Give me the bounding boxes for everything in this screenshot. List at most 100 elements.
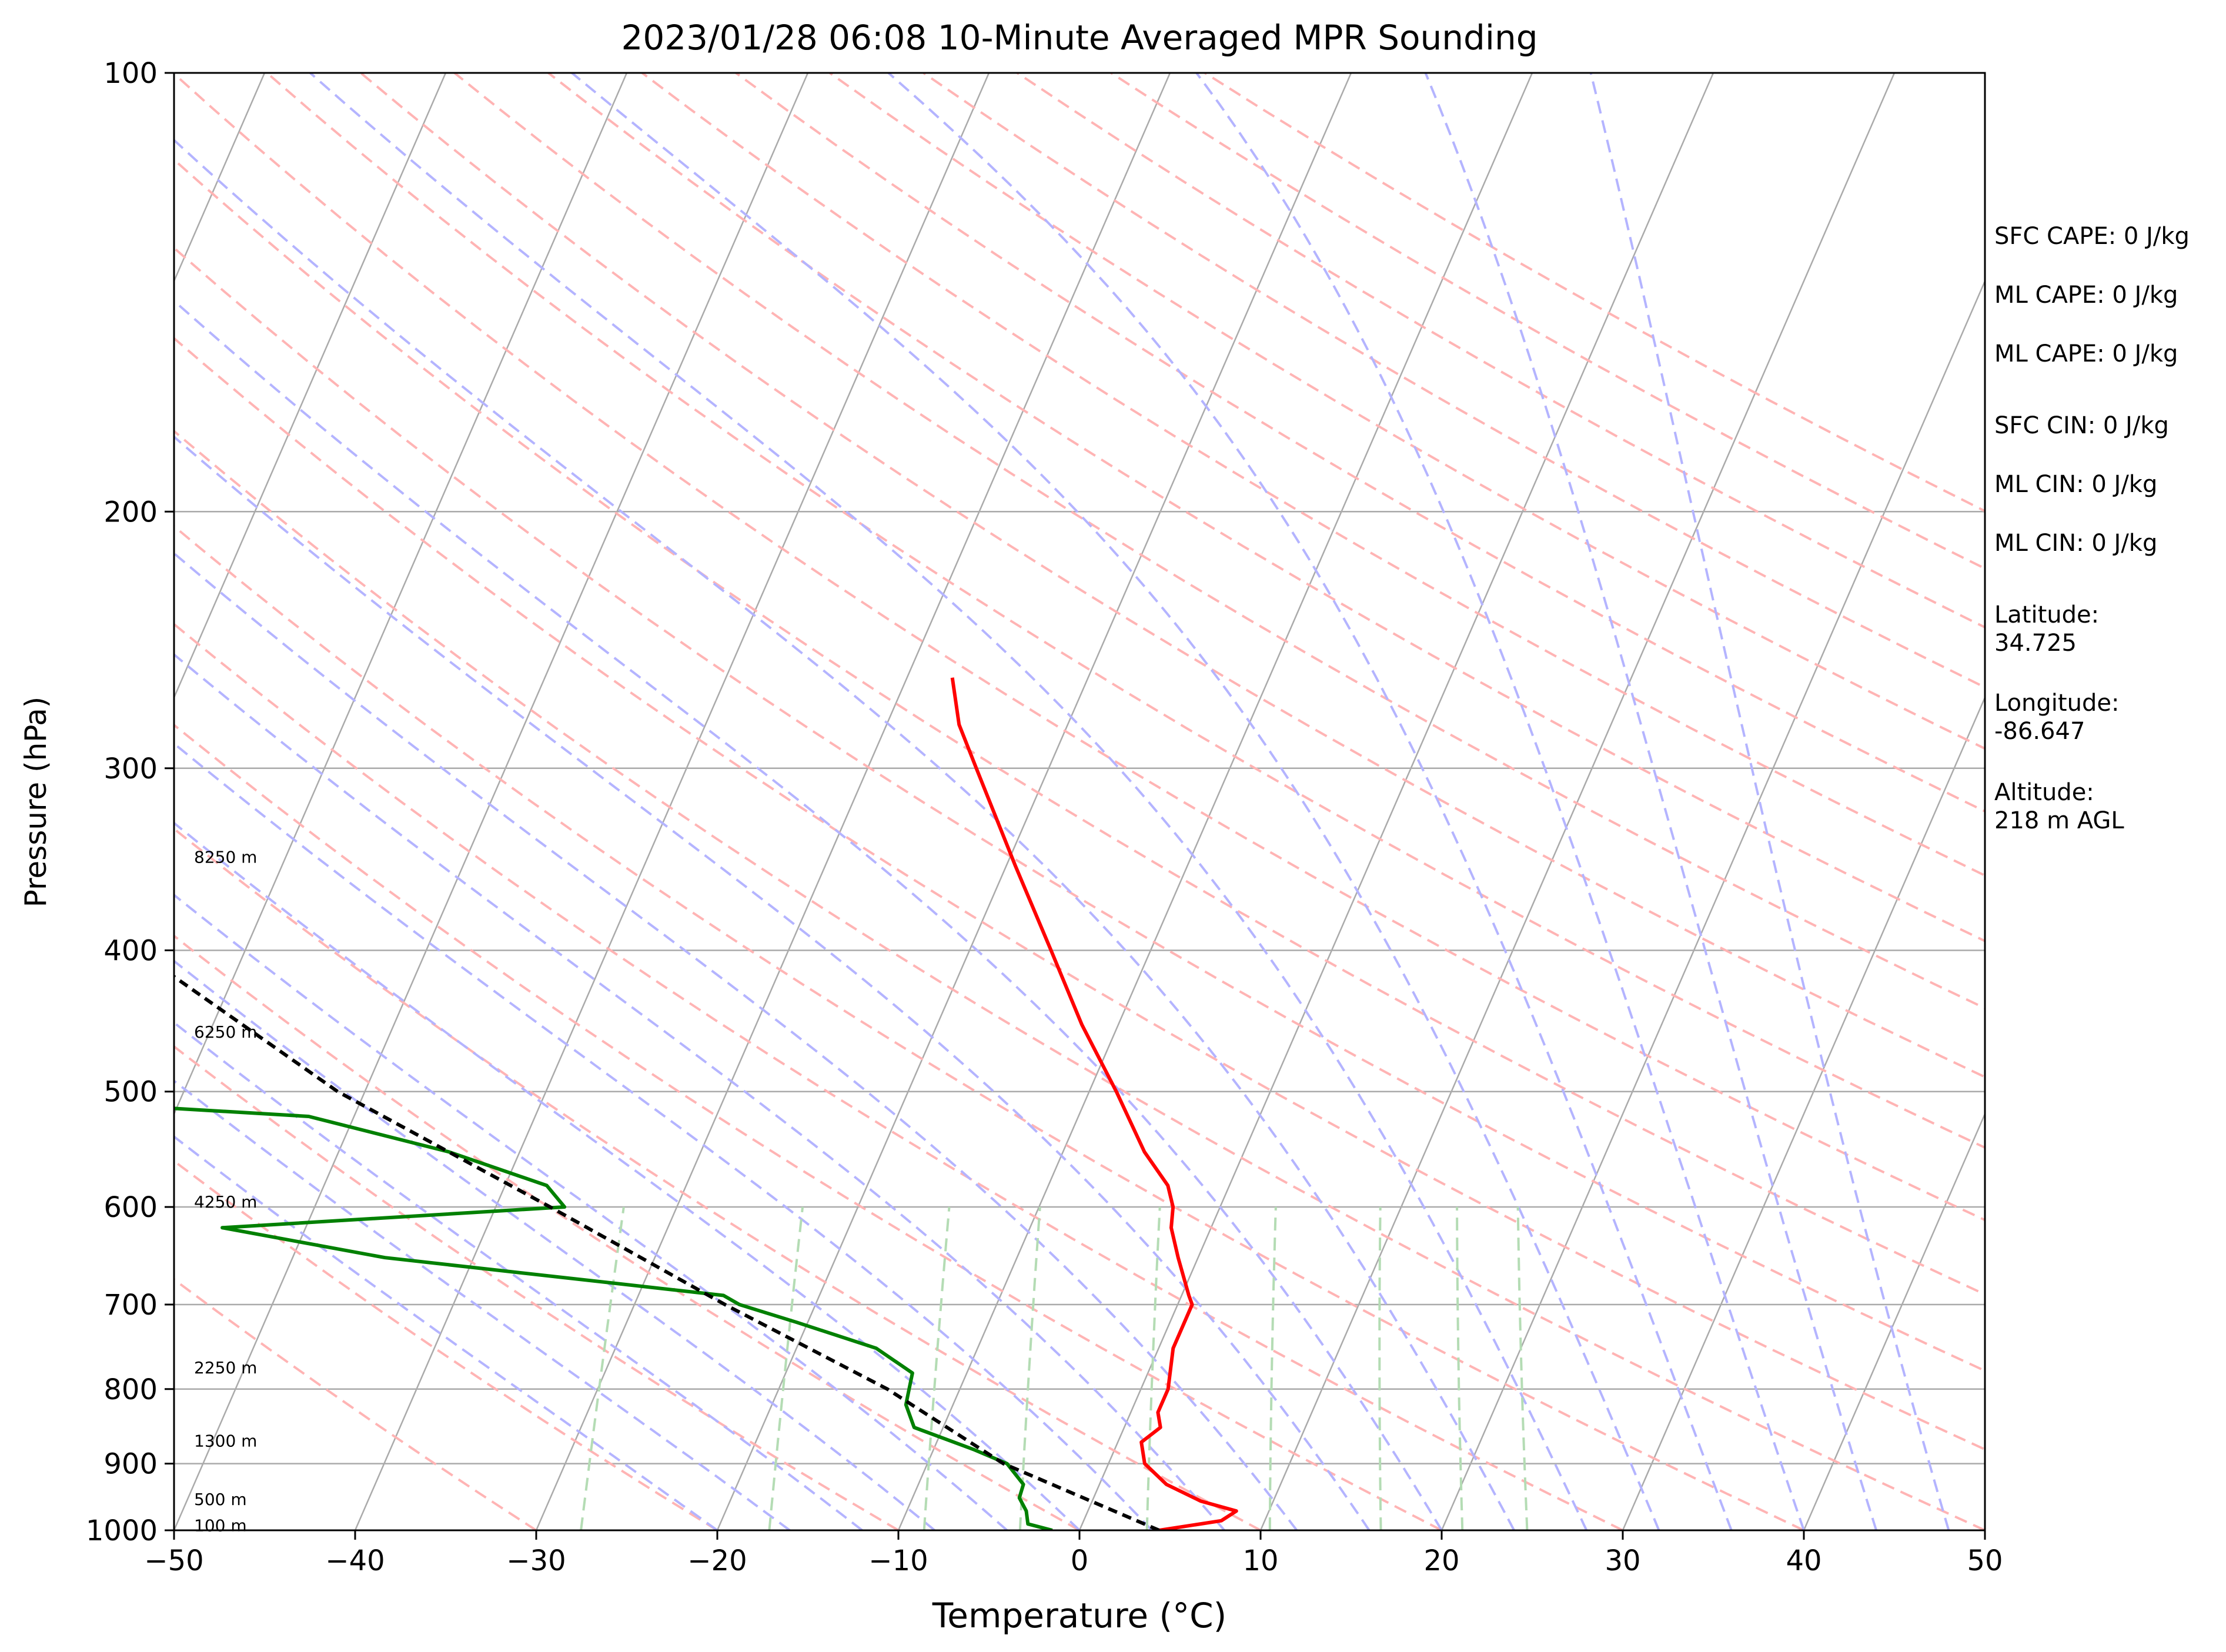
dry-adiabat-line bbox=[174, 246, 1985, 1372]
dry-adiabat-line bbox=[174, 158, 1985, 1296]
y-tick-label: 200 bbox=[103, 496, 158, 529]
moist-adiabat-line bbox=[174, 1021, 863, 1530]
y-tick-label: 900 bbox=[103, 1448, 158, 1481]
moist-adiabat-line bbox=[571, 73, 1660, 1530]
isotherm-line bbox=[1622, 695, 1985, 1530]
x-tick-label: 10 bbox=[1242, 1544, 1278, 1577]
moist-adiabat-line bbox=[174, 653, 1225, 1530]
isotherm-line bbox=[1440, 279, 1985, 1530]
isotherm-line bbox=[174, 73, 628, 1116]
moist-adiabat-line bbox=[174, 1135, 718, 1530]
moist-adiabat-line bbox=[174, 893, 1008, 1530]
isotherm-line bbox=[535, 73, 1171, 1530]
dry-adiabat-line bbox=[174, 723, 1442, 1530]
ml-cin-label-2: ML CIN: 0 J/kg bbox=[1994, 530, 2158, 557]
altitude-value: 218 m AGL bbox=[1994, 807, 2124, 834]
height-label: 500 m bbox=[194, 1490, 247, 1509]
mixing-ratio-line bbox=[923, 1206, 951, 1530]
dry-adiabat-line bbox=[360, 73, 1985, 1079]
dry-adiabat-line bbox=[641, 73, 1985, 877]
mixing-ratio-line bbox=[1516, 1206, 1529, 1530]
moist-adiabat-line bbox=[174, 1079, 791, 1530]
isotherm-line bbox=[1803, 1112, 1985, 1530]
x-tick-label: 0 bbox=[1071, 1544, 1089, 1577]
dry-adiabat-line bbox=[174, 429, 1985, 1530]
isotherm-line bbox=[716, 73, 1352, 1530]
y-tick-label: 400 bbox=[103, 935, 158, 968]
dry-adiabat-line bbox=[174, 623, 1623, 1530]
dry-adiabat-line bbox=[1017, 73, 1985, 629]
sfc-cape-label: SFC CAPE: 0 J/kg bbox=[1994, 223, 2190, 250]
moist-adiabat-line bbox=[174, 959, 935, 1530]
y-tick-label: 500 bbox=[103, 1076, 158, 1109]
isotherm-line bbox=[1078, 73, 1714, 1530]
y-tick-label: 300 bbox=[103, 753, 158, 785]
y-tick-label: 600 bbox=[103, 1191, 158, 1224]
x-tick-label: 40 bbox=[1786, 1544, 1821, 1577]
isotherm-line bbox=[174, 73, 809, 1530]
temperature-profile-line bbox=[950, 677, 1238, 1530]
y-tick-label: 1000 bbox=[86, 1514, 158, 1547]
mixing-ratio-line bbox=[1378, 1206, 1382, 1530]
moist-adiabat-line bbox=[1424, 73, 1878, 1530]
x-tick-label: −20 bbox=[687, 1544, 747, 1577]
ml-cin-label: ML CIN: 0 J/kg bbox=[1994, 471, 2158, 498]
moist-adiabat-line bbox=[174, 138, 1515, 1530]
moist-adiabat-line bbox=[1589, 73, 1950, 1530]
latitude-label: Latitude: bbox=[1994, 601, 2100, 628]
height-label: 1300 m bbox=[194, 1432, 257, 1451]
x-tick-label: 20 bbox=[1423, 1544, 1459, 1577]
height-label: 100 m bbox=[194, 1516, 247, 1535]
dry-adiabat-line bbox=[453, 73, 1985, 1010]
dry-adiabat-line bbox=[174, 73, 1985, 1222]
altitude-label: Altitude: bbox=[1994, 779, 2094, 806]
dry-adiabat-line bbox=[174, 336, 1985, 1451]
moist-adiabat-line bbox=[1195, 73, 1805, 1530]
moist-adiabat-line bbox=[174, 551, 1298, 1530]
sfc-cin-label: SFC CIN: 0 J/kg bbox=[1994, 412, 2169, 439]
moist-adiabat-line bbox=[887, 73, 1733, 1530]
mixing-ratio-line bbox=[768, 1206, 804, 1530]
dewpoint-profile-line bbox=[174, 1106, 1053, 1530]
moist-adiabat-line bbox=[174, 821, 1081, 1530]
dry-adiabat-line bbox=[174, 1278, 537, 1530]
mixing-ratio-line bbox=[580, 1206, 625, 1530]
isotherm-line bbox=[897, 73, 1533, 1530]
height-label: 6250 m bbox=[194, 1022, 257, 1042]
longitude-label: Longitude: bbox=[1994, 690, 2120, 717]
plot-frame bbox=[173, 72, 1986, 1531]
longitude-value: -86.647 bbox=[1994, 718, 2085, 745]
height-label: 8250 m bbox=[194, 847, 257, 867]
isotherm-line bbox=[1259, 73, 1896, 1530]
moist-adiabat-line bbox=[174, 742, 1153, 1530]
moist-adiabat-line bbox=[174, 299, 1443, 1530]
dry-adiabat-line bbox=[1204, 73, 1985, 513]
isotherm-line bbox=[174, 73, 447, 700]
y-tick-label: 800 bbox=[103, 1373, 158, 1406]
x-tick-label: 30 bbox=[1605, 1544, 1640, 1577]
x-tick-label: 50 bbox=[1967, 1544, 2003, 1577]
x-tick-label: −10 bbox=[868, 1544, 928, 1577]
dry-adiabat-line bbox=[174, 1159, 718, 1530]
dry-adiabat-line bbox=[266, 73, 1985, 1149]
x-axis-label: Temperature (°C) bbox=[932, 1596, 1227, 1636]
parcel-profile-line bbox=[174, 974, 1160, 1530]
mixing-ratio-line bbox=[1456, 1206, 1464, 1530]
ml-cape-label: ML CAPE: 0 J/kg bbox=[1994, 282, 2178, 309]
dry-adiabat-line bbox=[174, 827, 1261, 1530]
x-tick-label: −40 bbox=[325, 1544, 385, 1577]
moist-adiabat-line bbox=[309, 73, 1588, 1530]
y-axis-label: Pressure (hPa) bbox=[19, 697, 53, 908]
y-tick-label: 700 bbox=[103, 1289, 158, 1322]
y-tick-label: 100 bbox=[103, 57, 158, 90]
chart-title: 2023/01/28 06:08 10-Minute Averaged MPR … bbox=[621, 18, 1538, 58]
dry-adiabat-line bbox=[174, 524, 1804, 1530]
moist-adiabat-line bbox=[174, 435, 1371, 1530]
latitude-value: 34.725 bbox=[1994, 630, 2077, 657]
mixing-ratio-line bbox=[1268, 1206, 1277, 1530]
mixing-ratio-line bbox=[1145, 1206, 1161, 1530]
ml-cape-label-2: ML CAPE: 0 J/kg bbox=[1994, 340, 2178, 367]
isotherm-line bbox=[354, 73, 990, 1530]
height-label: 4250 m bbox=[194, 1192, 257, 1212]
